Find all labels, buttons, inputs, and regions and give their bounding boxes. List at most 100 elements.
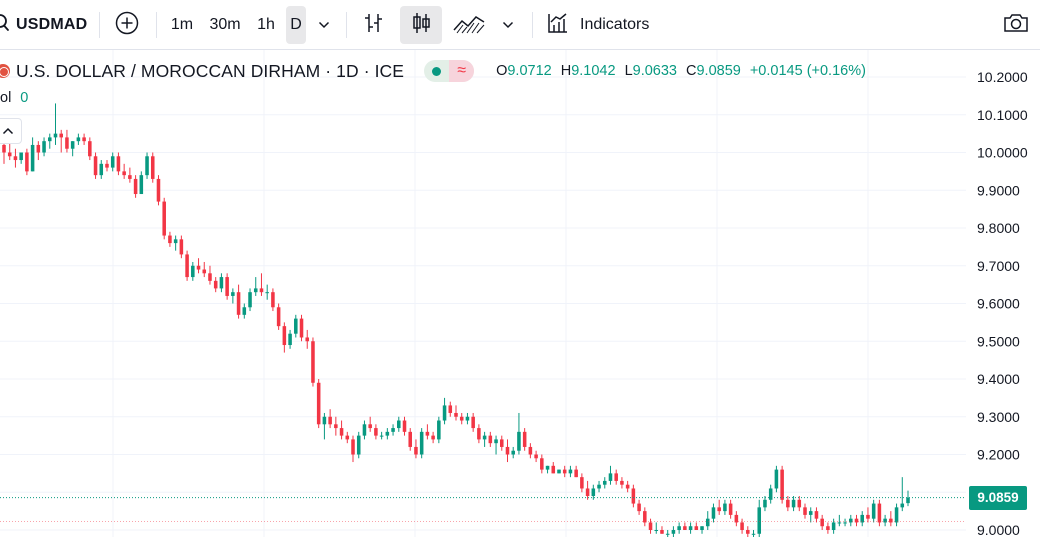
candle [150, 152, 155, 183]
candle [620, 477, 624, 489]
candle-body [808, 511, 813, 515]
price-tick-label: 9.2000 [977, 447, 1020, 463]
candle [47, 133, 52, 149]
candle [88, 137, 92, 161]
symbol-search-button[interactable]: USDMAD [0, 6, 91, 44]
indicators-icon [546, 11, 570, 40]
candle-body [259, 288, 264, 293]
candle [99, 160, 104, 179]
candle-body [894, 507, 899, 523]
candle-body [866, 514, 870, 519]
candle [145, 152, 149, 179]
candle [849, 514, 853, 527]
candle-body [705, 518, 710, 527]
candle [162, 197, 166, 240]
close-key: C [686, 63, 697, 79]
candle [625, 480, 630, 493]
price-tick-label: 9.0000 [977, 522, 1020, 537]
candle-body [385, 431, 390, 436]
candle-body [47, 137, 52, 142]
candle [631, 484, 636, 508]
candle-body [648, 522, 653, 530]
interval-dropdown-button[interactable] [310, 6, 338, 44]
candle-body [133, 178, 138, 195]
open-value: 9.0712 [507, 63, 552, 79]
candle-body [322, 416, 327, 425]
candle-body [402, 420, 407, 432]
candle [59, 129, 63, 153]
candle [294, 314, 298, 338]
candle [568, 465, 573, 478]
candle-body [196, 265, 201, 270]
interval-30m-button[interactable]: 30m [204, 6, 246, 44]
candle-body [654, 530, 659, 531]
last-price-label: 9.0859 [969, 485, 1027, 510]
candle [259, 273, 264, 296]
candle [545, 465, 550, 474]
price-chart[interactable]: 10.2000 10.1000 10.0000 9.9000 9.8000 9.7000 9… [0, 50, 1040, 537]
candle-body [591, 488, 596, 497]
candle [437, 416, 441, 444]
interval-1h-button[interactable]: 1h [250, 6, 282, 44]
candle [168, 231, 172, 247]
candle [751, 530, 756, 537]
indicators-button[interactable]: Indicators [540, 6, 668, 44]
candle [728, 499, 733, 519]
candle [265, 284, 269, 300]
candle-body [734, 514, 739, 523]
bar-chart-type-button[interactable] [354, 6, 392, 44]
candle [488, 431, 493, 447]
legend-title[interactable]: U.S. DOLLAR / MOROCCAN DIRHAM · 1D · ICE [16, 60, 405, 81]
candle [837, 514, 842, 527]
candle-body [328, 416, 332, 425]
change-value: +0.0145 (+0.16%) [749, 63, 866, 79]
compare-symbol-button[interactable] [108, 6, 146, 44]
candle [528, 443, 533, 459]
price-tick-label: 10.1000 [977, 107, 1028, 123]
candle-body [162, 201, 166, 236]
interval-1m-button[interactable]: 1m [164, 6, 200, 44]
candle [385, 428, 390, 440]
candle-body [889, 518, 893, 523]
price-tick-label: 10.0000 [977, 145, 1028, 161]
candle [763, 496, 767, 512]
candle [814, 507, 819, 523]
candle-body [740, 522, 744, 530]
toolbar-divider [156, 12, 157, 38]
collapse-legend-button[interactable] [0, 118, 22, 144]
snapshot-button[interactable] [996, 6, 1036, 44]
candle [671, 526, 676, 537]
candles-chart-type-button[interactable] [400, 6, 442, 44]
candle-body [225, 277, 229, 296]
close-value: 9.0859 [696, 63, 741, 79]
interval-d-button[interactable]: D [286, 6, 306, 44]
candle [660, 526, 664, 534]
candle [494, 435, 498, 455]
volume-label: ol [0, 90, 12, 106]
candle [562, 465, 567, 478]
candle [391, 424, 395, 436]
candle [900, 477, 905, 512]
market-status-pill[interactable]: ≈ [424, 60, 475, 82]
price-tick-label: 9.6000 [977, 296, 1020, 312]
candle-body [316, 382, 321, 425]
candle-body [860, 514, 865, 523]
candle [196, 258, 201, 274]
candle-body [568, 469, 573, 474]
candle [179, 235, 184, 259]
low-key: L [624, 63, 633, 79]
candle [322, 412, 327, 440]
candle-body [797, 499, 802, 508]
candle [826, 522, 830, 534]
price-axis[interactable]: 10.2000 10.1000 10.0000 9.9000 9.8000 9.7000 9… [977, 69, 1028, 537]
candle [517, 412, 521, 455]
candle-body [522, 431, 527, 447]
candle [311, 337, 315, 387]
area-chart-type-button[interactable] [448, 6, 490, 44]
candle-body [711, 507, 716, 519]
candle-body [179, 239, 184, 255]
candle [402, 416, 407, 436]
candle-body [19, 152, 23, 161]
chart-type-dropdown-button[interactable] [494, 6, 522, 44]
interval-label: 1m [170, 16, 194, 33]
